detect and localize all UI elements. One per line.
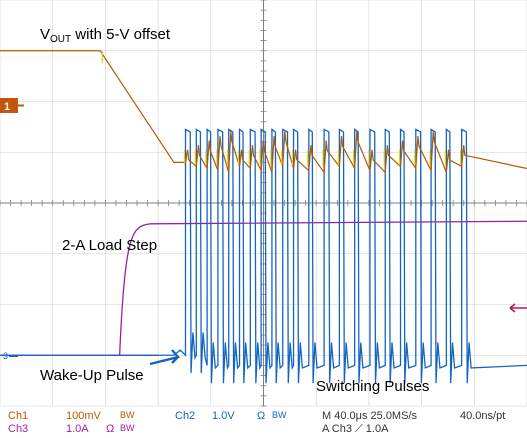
- svg-text:3: 3: [3, 351, 8, 361]
- switching-annotation: Switching Pulses: [316, 378, 429, 395]
- ch3-bandwidth-limit: BW: [120, 423, 135, 433]
- waveform-traces: [0, 50, 527, 384]
- ch3-impedance: Ω: [106, 423, 115, 435]
- ch1-bandwidth-limit: BW: [120, 410, 135, 420]
- timebase-readout: M 40.0μs 25.0MS/s: [322, 410, 417, 422]
- ch1-scale: 100mV: [66, 410, 101, 422]
- ch3-label: Ch3: [8, 423, 29, 435]
- ch2-switch-node-trace: [0, 128, 527, 384]
- svg-text:1: 1: [4, 101, 10, 113]
- ch2-impedance: Ω: [257, 410, 266, 422]
- ch2-bandwidth-limit: BW: [272, 410, 287, 420]
- ch1-vout-trace: [0, 50, 527, 175]
- load-step-annotation: 2-A Load Step: [62, 237, 157, 254]
- trigger-level-marker: [509, 303, 527, 313]
- ch2-label: Ch2: [175, 410, 196, 422]
- wake-up-annotation: Wake-Up Pulse: [40, 367, 144, 384]
- ch1-ground-marker: 1: [0, 98, 24, 113]
- vout-annotation: VOUT with 5-V offset: [40, 26, 171, 45]
- ch1-label: Ch1: [8, 410, 29, 422]
- trigger-readout: A Ch3 ⟋ 1.0A: [322, 423, 389, 435]
- ch2-scale: 1.0V: [212, 410, 235, 422]
- ch3-ground-marker: 3: [3, 351, 18, 361]
- wake-up-arrow: [149, 349, 181, 366]
- ch3-scale: 1.0A: [66, 423, 89, 435]
- ch3-current-trace: [0, 220, 527, 356]
- record-resolution: 40.0ns/pt: [460, 410, 506, 422]
